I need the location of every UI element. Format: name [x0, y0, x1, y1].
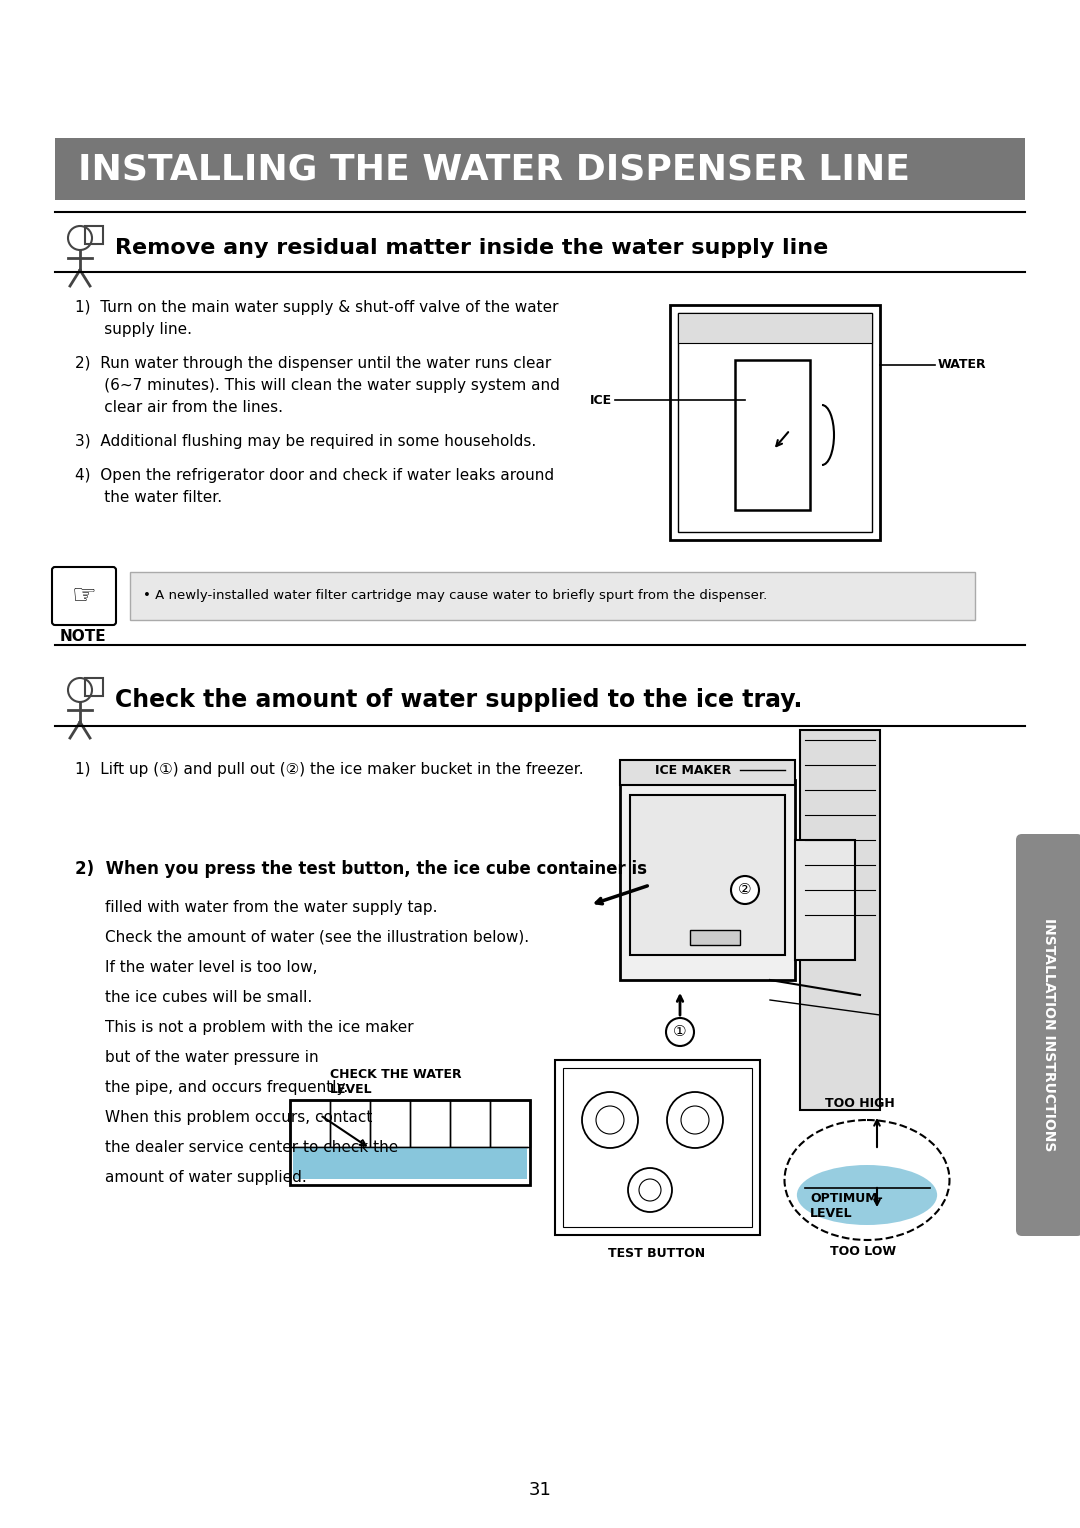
- Text: 2)  Run water through the dispenser until the water runs clear
      (6~7 minute: 2) Run water through the dispenser until…: [75, 356, 559, 416]
- Text: 1)  Turn on the main water supply & shut-off valve of the water
      supply lin: 1) Turn on the main water supply & shut-…: [75, 299, 558, 338]
- Bar: [410, 1100, 450, 1146]
- Bar: [735, 361, 810, 510]
- Text: This is not a problem with the ice maker: This is not a problem with the ice maker: [105, 1021, 414, 1034]
- Bar: [800, 730, 880, 1109]
- Bar: [630, 795, 785, 955]
- Text: but of the water pressure in: but of the water pressure in: [105, 1050, 319, 1065]
- Text: the pipe, and occurs frequently.: the pipe, and occurs frequently.: [105, 1080, 348, 1096]
- Bar: [690, 931, 740, 944]
- Text: 2)  When you press the test button, the ice cube container is: 2) When you press the test button, the i…: [75, 860, 647, 879]
- Text: ②: ②: [739, 883, 752, 897]
- Text: ☞: ☞: [71, 582, 96, 610]
- Bar: [670, 306, 880, 539]
- Text: the ice cubes will be small.: the ice cubes will be small.: [105, 990, 312, 1005]
- Bar: [678, 313, 872, 532]
- Ellipse shape: [797, 1164, 937, 1225]
- Bar: [330, 1100, 370, 1146]
- Text: OPTIMUM-
LEVEL: OPTIMUM- LEVEL: [810, 1192, 882, 1219]
- Text: 31: 31: [528, 1481, 552, 1499]
- Text: amount of water supplied.: amount of water supplied.: [105, 1170, 307, 1186]
- Text: INSTALLING THE WATER DISPENSER LINE: INSTALLING THE WATER DISPENSER LINE: [78, 151, 910, 186]
- Text: ICE MAKER: ICE MAKER: [654, 764, 731, 776]
- Bar: [293, 1146, 527, 1180]
- Text: ICE: ICE: [590, 394, 612, 406]
- FancyBboxPatch shape: [52, 567, 116, 625]
- Bar: [795, 840, 855, 960]
- Text: If the water level is too low,: If the water level is too low,: [105, 960, 318, 975]
- Bar: [450, 1100, 490, 1146]
- Text: When this problem occurs, contact: When this problem occurs, contact: [105, 1109, 373, 1125]
- Text: INSTALLATION INSTRUCTIONS: INSTALLATION INSTRUCTIONS: [1042, 918, 1056, 1152]
- Bar: [620, 759, 795, 785]
- Bar: [490, 1100, 530, 1146]
- Text: 1)  Lift up (①) and pull out (②) the ice maker bucket in the freezer.: 1) Lift up (①) and pull out (②) the ice …: [75, 762, 583, 778]
- Bar: [620, 779, 795, 979]
- Text: the dealer service center to check the: the dealer service center to check the: [105, 1140, 399, 1155]
- Text: 4)  Open the refrigerator door and check if water leaks around
      the water f: 4) Open the refrigerator door and check …: [75, 468, 554, 506]
- Text: 3)  Additional flushing may be required in some households.: 3) Additional flushing may be required i…: [75, 434, 537, 449]
- Text: TOO LOW: TOO LOW: [831, 1245, 896, 1258]
- Bar: [678, 313, 872, 342]
- Text: ①: ①: [673, 1024, 687, 1039]
- Circle shape: [731, 876, 759, 905]
- Bar: [85, 678, 103, 695]
- Text: CHECK THE WATER
LEVEL: CHECK THE WATER LEVEL: [330, 1068, 461, 1096]
- Bar: [55, 138, 1025, 200]
- FancyBboxPatch shape: [1016, 834, 1080, 1236]
- Text: Check the amount of water supplied to the ice tray.: Check the amount of water supplied to th…: [114, 688, 802, 712]
- Bar: [130, 571, 975, 620]
- Bar: [370, 1100, 410, 1146]
- Bar: [291, 1100, 330, 1146]
- Bar: [563, 1068, 752, 1227]
- Text: TEST BUTTON: TEST BUTTON: [608, 1247, 705, 1261]
- Circle shape: [666, 1018, 694, 1047]
- Text: Remove any residual matter inside the water supply line: Remove any residual matter inside the wa…: [114, 238, 828, 258]
- Text: Check the amount of water (see the illustration below).: Check the amount of water (see the illus…: [105, 931, 529, 944]
- Bar: [555, 1060, 760, 1235]
- Bar: [85, 226, 103, 244]
- Text: NOTE: NOTE: [60, 630, 107, 643]
- Text: TOO HIGH: TOO HIGH: [825, 1097, 894, 1109]
- Text: filled with water from the water supply tap.: filled with water from the water supply …: [105, 900, 437, 915]
- Text: • A newly-installed water filter cartridge may cause water to briefly spurt from: • A newly-installed water filter cartrid…: [143, 590, 767, 602]
- Bar: [291, 1100, 530, 1186]
- Text: WATER: WATER: [939, 359, 987, 371]
